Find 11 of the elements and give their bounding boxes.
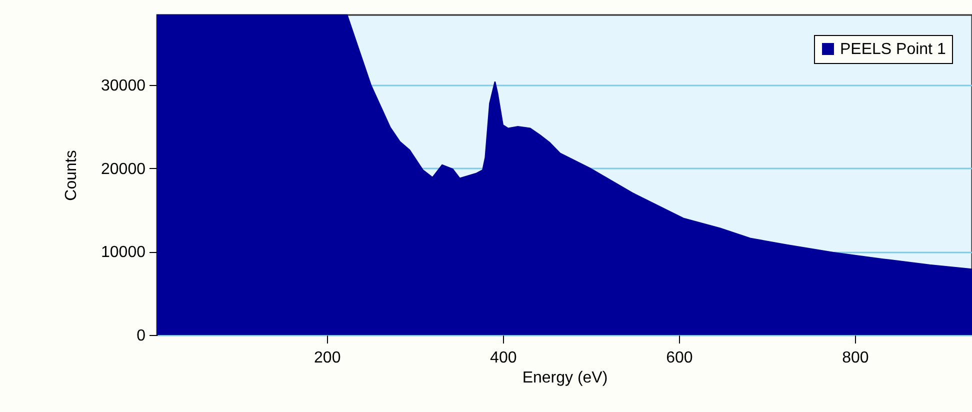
y-tick-label: 30000	[101, 78, 146, 94]
x-tick-label: 400	[490, 350, 517, 366]
x-tick-label: 200	[314, 350, 341, 366]
y-tick-label: 0	[136, 328, 146, 344]
legend-label: PEELS Point 1	[840, 41, 946, 58]
y-tick-label: 20000	[101, 160, 146, 178]
x-tick-label: 600	[666, 350, 693, 366]
x-axis-title: Energy (eV)	[522, 370, 608, 386]
x-tick-label: 800	[842, 350, 869, 366]
y-axis-title: Counts	[63, 150, 80, 201]
y-tick-label: 10000	[101, 244, 146, 262]
